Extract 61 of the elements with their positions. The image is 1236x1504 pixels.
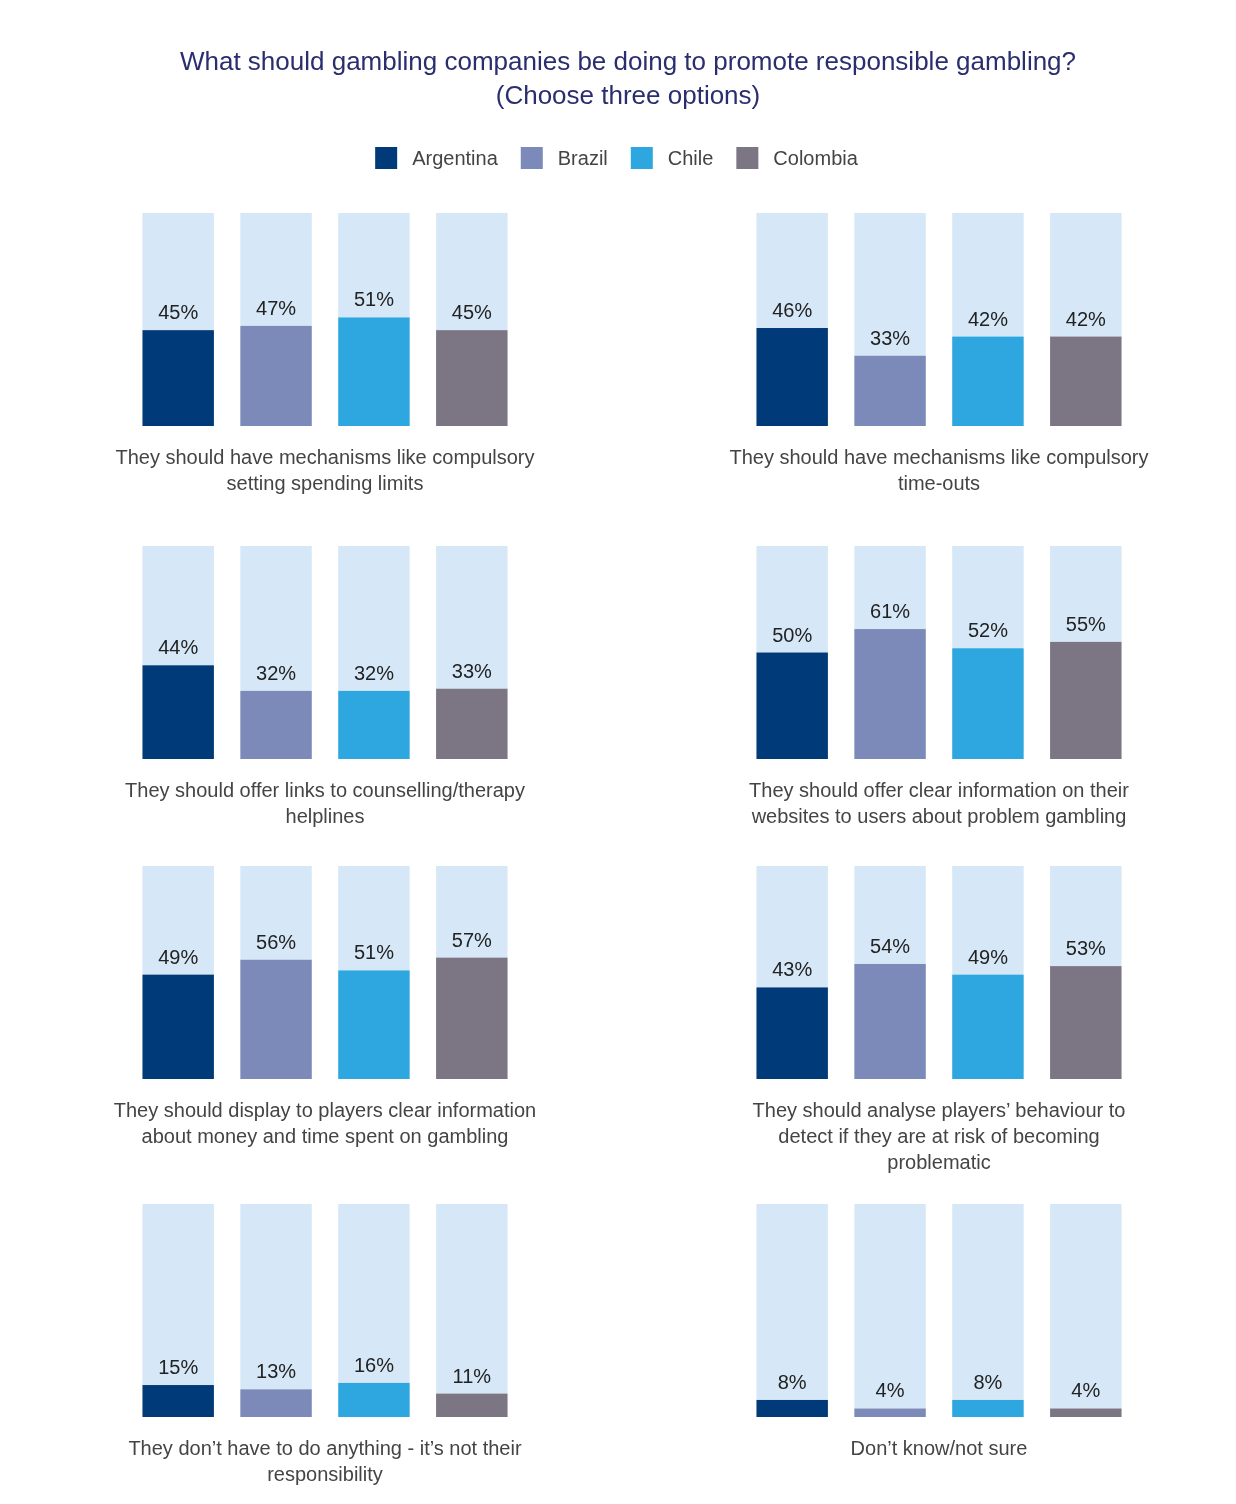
data-label: 51% [353,941,395,964]
x-axis-title: They should analyse players’ behaviour to detect if they are at risk of becoming problematic [752,1099,1126,1173]
data-label: 33% [870,326,911,349]
x-axis-title: Don’t know/not sure [850,1437,1028,1459]
bar [756,987,828,1079]
data-label: 43% [772,958,813,981]
legend-label: Chile [667,147,714,169]
bar [952,648,1024,759]
data-label: 49% [158,945,199,968]
data-label: 45% [158,301,199,324]
data-label: 53% [1065,937,1107,960]
data-label: 32% [353,661,395,684]
data-label: 16% [353,1353,395,1376]
legend-label: Brazil [557,147,608,169]
bar [1050,966,1122,1079]
bar [436,957,508,1079]
data-label: 55% [1065,612,1107,635]
x-axis-title: They should have mechanisms like compulsory setting spending limits [115,446,535,494]
data-label: 42% [1065,307,1107,330]
x-axis-title: They should offer links to counselling/therapy helplines [125,779,525,827]
bar [854,963,926,1079]
data-label: 33% [451,659,493,682]
data-label: 54% [870,934,911,957]
data-label: 4% [1071,1379,1101,1402]
data-label: 47% [256,296,297,319]
bar [240,959,312,1079]
legend-label: Colombia [773,147,859,169]
data-label: 61% [870,600,911,623]
text: What should gambling companies be doing to promote responsible gambling? (Choose three options) [179,46,1077,110]
data-label: 57% [451,928,493,951]
data-label: 51% [353,288,395,311]
legend-label: Argentina [412,147,499,169]
bar [952,974,1024,1079]
data-label: 15% [158,1356,199,1379]
data-label: 56% [256,930,297,953]
bar [142,974,214,1079]
data-label: 52% [967,619,1009,642]
data-label: 45% [451,301,493,324]
data-label: 50% [772,623,813,646]
bar [436,1393,508,1417]
x-axis-title: They should offer clear information on their websites to users about problem gambling [749,779,1130,827]
x-axis-title: They should display to players clear information about money and time spent on gambling [113,1099,537,1147]
data-label: 32% [256,661,297,684]
bar [338,970,410,1079]
bar [756,652,828,759]
data-label: 44% [158,636,199,659]
data-label: 11% [452,1364,492,1387]
x-axis-title: They don’t have to do anything - it’s not their responsibility [128,1437,522,1485]
bar [854,629,926,759]
bar [338,1382,410,1417]
data-label: 4% [875,1379,905,1402]
bar [142,1385,214,1417]
data-label: 8% [973,1370,1003,1393]
data-label: 13% [256,1360,297,1383]
data-label: 8% [777,1370,807,1393]
bar [1050,641,1122,759]
data-label: 46% [772,299,813,322]
data-label: 42% [967,307,1009,330]
x-axis-title: They should have mechanisms like compulsory time-outs [729,446,1149,494]
bar [240,1389,312,1417]
data-label: 49% [967,945,1009,968]
